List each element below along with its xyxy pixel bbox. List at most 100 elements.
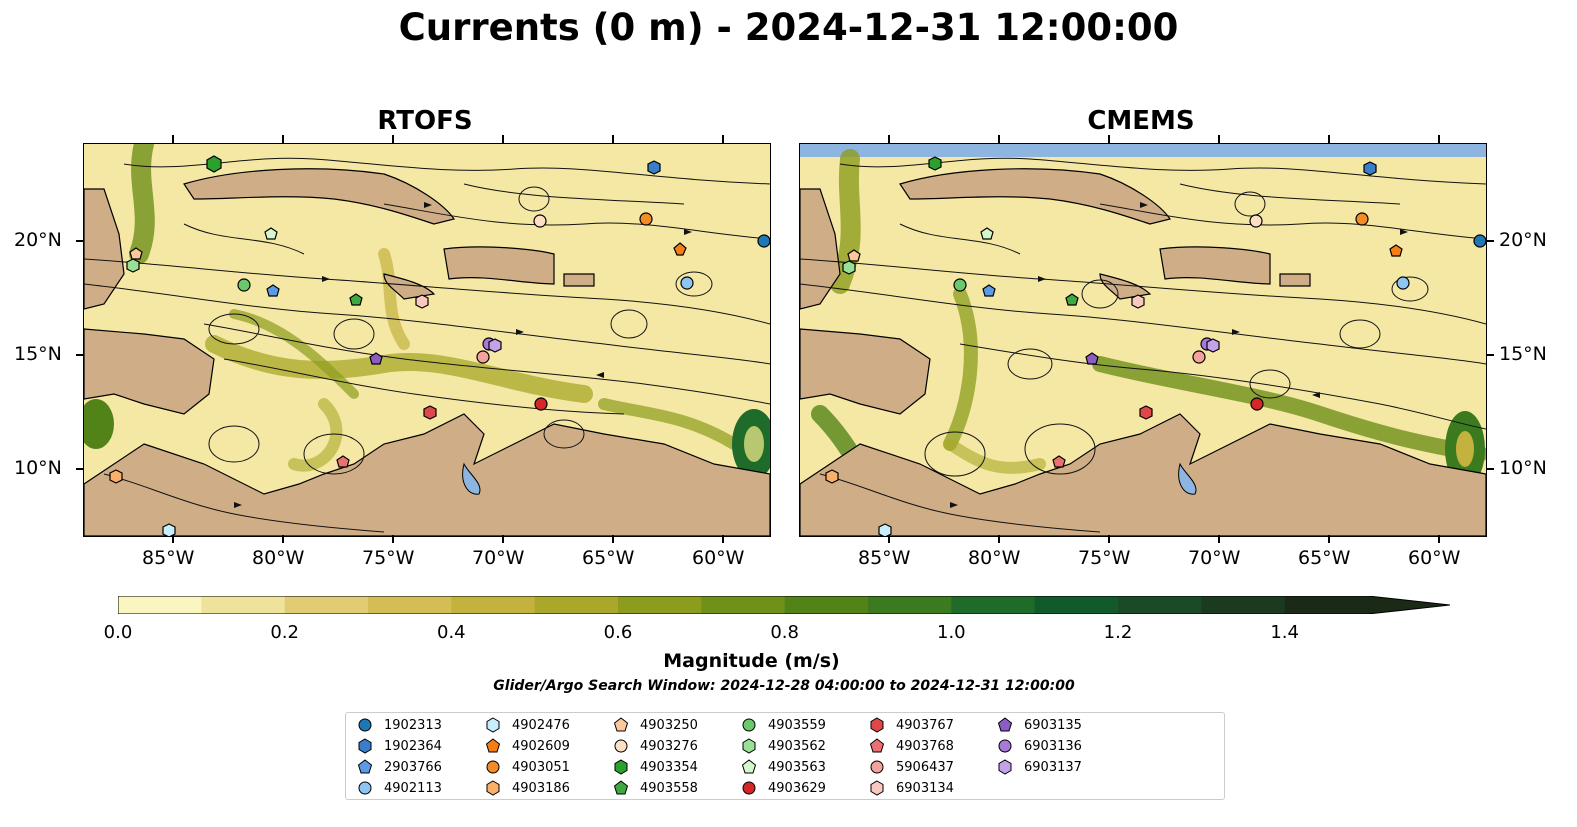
colorbar-segment	[951, 596, 1036, 614]
legend-label: 4902476	[512, 717, 570, 733]
legend-label: 4903563	[768, 759, 826, 775]
legend-item: 4903250	[612, 716, 698, 734]
colorbar-segment	[201, 596, 286, 614]
legend-label: 6903137	[1024, 759, 1082, 775]
lon-label-65w: 65°W	[582, 547, 635, 569]
lon-label-60w: 60°W	[692, 547, 745, 569]
legend-marker-icon	[614, 739, 628, 753]
legend-item: 2903766	[356, 758, 442, 776]
legend-label: 4903558	[640, 780, 698, 796]
colorbar-label: Magnitude (m/s)	[663, 650, 840, 672]
panel-title-cmems: CMEMS	[1087, 106, 1195, 136]
colorbar-segment	[701, 596, 786, 614]
legend-label: 5906437	[896, 759, 954, 775]
lon-label-75w: 75°W	[362, 547, 415, 569]
lat-label-10n: 10°N	[14, 457, 62, 479]
colorbar	[117, 595, 1451, 615]
colorbar-segment	[118, 596, 202, 614]
lon-label-85w: 85°W	[142, 547, 195, 569]
legend-label: 4903768	[896, 738, 954, 754]
legend-marker-icon	[741, 759, 757, 774]
lon-label-75w-right: 75°W	[1078, 547, 1131, 569]
legend-marker-icon	[358, 781, 372, 795]
legend-label: 4903354	[640, 759, 698, 775]
legend-marker-icon	[998, 759, 1012, 775]
lon-label-60w-right: 60°W	[1408, 547, 1461, 569]
legend-marker-icon	[870, 780, 884, 796]
legend-item: 6903134	[868, 779, 954, 797]
legend-label: 4903767	[896, 717, 954, 733]
legend-item: 4902609	[484, 737, 570, 755]
legend-marker-icon	[998, 739, 1012, 753]
legend-marker-icon	[485, 738, 501, 753]
legend-label: 4903186	[512, 780, 570, 796]
legend-item: 6903137	[996, 758, 1082, 776]
legend-label: 4903276	[640, 738, 698, 754]
lon-label-70w: 70°W	[472, 547, 525, 569]
legend-item: 6903136	[996, 737, 1082, 755]
legend-item: 4903558	[612, 779, 698, 797]
colorbar-segment	[368, 596, 452, 614]
colorbar-tick-label: 0.6	[603, 622, 633, 643]
legend-item: 1902364	[356, 737, 442, 755]
legend-label: 4902609	[512, 738, 570, 754]
legend-label: 4903562	[768, 738, 826, 754]
legend-item: 4902113	[356, 779, 442, 797]
legend-item: 4903562	[740, 737, 826, 755]
legend-marker-icon	[870, 717, 884, 733]
legend-label: 2903766	[384, 759, 442, 775]
colorbar-tick-label: 0.8	[770, 622, 799, 643]
legend-item: 4903276	[612, 737, 698, 755]
legend-item: 4903354	[612, 758, 698, 776]
legend-marker-icon	[742, 781, 756, 795]
legend-label: 6903134	[896, 780, 954, 796]
legend-marker-icon	[613, 717, 629, 732]
legend-label: 1902364	[384, 738, 442, 754]
legend-marker-icon	[997, 717, 1013, 732]
colorbar-tick-label: 0.4	[437, 622, 466, 643]
legend-item: 4903767	[868, 716, 954, 734]
legend-label: 4903629	[768, 780, 826, 796]
legend-item: 1902313	[356, 716, 442, 734]
legend-item: 4903563	[740, 758, 826, 776]
lat-label-15n: 15°N	[14, 343, 62, 365]
colorbar-segment	[1034, 596, 1119, 614]
legend-item: 4903768	[868, 737, 954, 755]
colorbar-segment	[534, 596, 619, 614]
colorbar-segment	[451, 596, 536, 614]
colorbar-segment	[284, 596, 369, 614]
figure-title: Currents (0 m) - 2024-12-31 12:00:00	[398, 6, 1179, 49]
legend-marker-icon	[358, 718, 372, 732]
legend-label: 4903051	[512, 759, 570, 775]
legend-item: 4903559	[740, 716, 826, 734]
legend-marker-icon	[486, 760, 500, 774]
legend-label: 4903250	[640, 717, 698, 733]
legend-label: 4903559	[768, 717, 826, 733]
colorbar-tick-label: 0.0	[103, 622, 133, 643]
colorbar-segment	[868, 596, 952, 614]
colorbar-tick-label: 1.4	[1270, 622, 1299, 643]
colorbar-tick-label: 1.2	[1103, 622, 1133, 643]
panel-title-rtofs: RTOFS	[377, 106, 473, 136]
legend-item: 4903186	[484, 779, 570, 797]
lat-label-20n-right: 20°N	[1499, 229, 1547, 251]
legend-label: 6903136	[1024, 738, 1082, 754]
lon-label-65w-right: 65°W	[1298, 547, 1351, 569]
search-window-text: Glider/Argo Search Window: 2024-12-28 04…	[493, 678, 1075, 694]
legend-item: 4903629	[740, 779, 826, 797]
legend-marker-icon	[486, 717, 500, 733]
legend-item: 4903051	[484, 758, 570, 776]
legend-label: 4902113	[384, 780, 442, 796]
lat-label-10n-right: 10°N	[1499, 457, 1547, 479]
legend-marker-icon	[869, 738, 885, 753]
colorbar-segment	[1201, 596, 1286, 614]
colorbar-segment	[1284, 596, 1369, 614]
legend-marker-icon	[742, 718, 756, 732]
lon-label-70w-right: 70°W	[1188, 547, 1241, 569]
lat-label-20n: 20°N	[14, 229, 62, 251]
legend-marker-icon	[742, 738, 756, 754]
rtofs-map[interactable]	[83, 143, 771, 537]
colorbar-segment	[618, 596, 702, 614]
cmems-map[interactable]	[799, 143, 1487, 537]
legend: 1902313 1902364 2903766 4902113 4902476 49026…	[345, 712, 1225, 800]
